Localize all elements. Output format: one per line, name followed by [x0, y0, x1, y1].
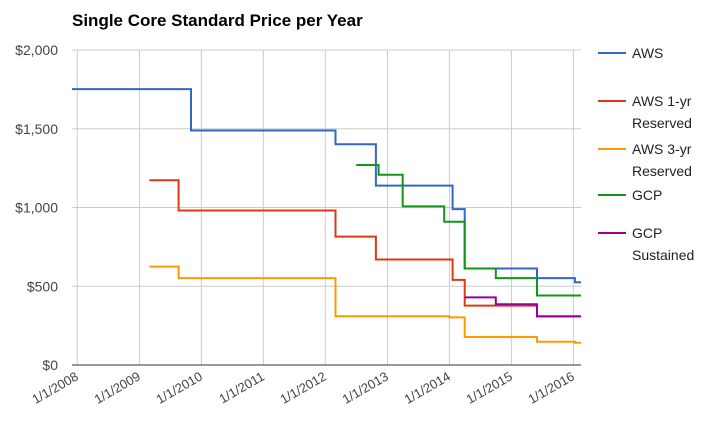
x-tick-label: 1/1/2012: [277, 369, 328, 407]
y-tick-label: $1,000: [15, 200, 58, 216]
x-tick-label: 1/1/2014: [402, 369, 453, 407]
x-tick-label: 1/1/2013: [340, 369, 391, 407]
x-tick-label: 1/1/2009: [92, 369, 143, 407]
legend-label: AWS 1-yr: [632, 93, 692, 109]
series-lines: [72, 88, 581, 344]
x-tick-label: 1/1/2011: [216, 369, 266, 407]
y-axis-tick-labels: $0 $500 $1,000 $1,500 $2,000: [15, 42, 58, 373]
legend-label: GCP: [632, 187, 662, 203]
series-line-aws: [72, 88, 581, 284]
x-tick-label: 1/1/2016: [526, 369, 577, 407]
series-line-aws-3-yr-reserved: [149, 265, 581, 344]
y-tick-label: $0: [42, 357, 58, 373]
x-gridlines: [76, 50, 574, 365]
legend-label: Reserved: [632, 163, 692, 179]
series-line-gcp: [356, 164, 581, 297]
y-tick-label: $500: [27, 278, 58, 294]
legend-label: AWS: [632, 45, 663, 61]
legend-label: Sustained: [632, 247, 694, 263]
legend-label: Reserved: [632, 115, 692, 131]
x-tick-label: 1/1/2010: [154, 369, 205, 407]
x-tick-label: 1/1/2008: [29, 369, 80, 407]
series-line-gcp-sustained: [464, 296, 581, 318]
chart-title: Single Core Standard Price per Year: [72, 11, 363, 30]
legend-label: AWS 3-yr: [632, 141, 692, 157]
y-tick-label: $2,000: [15, 42, 58, 58]
y-tick-label: $1,500: [15, 121, 58, 137]
legend-label: GCP: [632, 225, 662, 241]
series-line-aws-1-yr-reserved: [149, 179, 581, 318]
y-gridlines: [72, 49, 581, 366]
x-tick-label: 1/1/2015: [464, 369, 515, 407]
x-axis-tick-labels: 1/1/2008 1/1/2009 1/1/2010 1/1/2011 1/1/2012…: [29, 369, 576, 407]
legend: AWS AWS 1-yr Reserved AWS 3-yr Reserved GCP GC…: [598, 45, 694, 263]
